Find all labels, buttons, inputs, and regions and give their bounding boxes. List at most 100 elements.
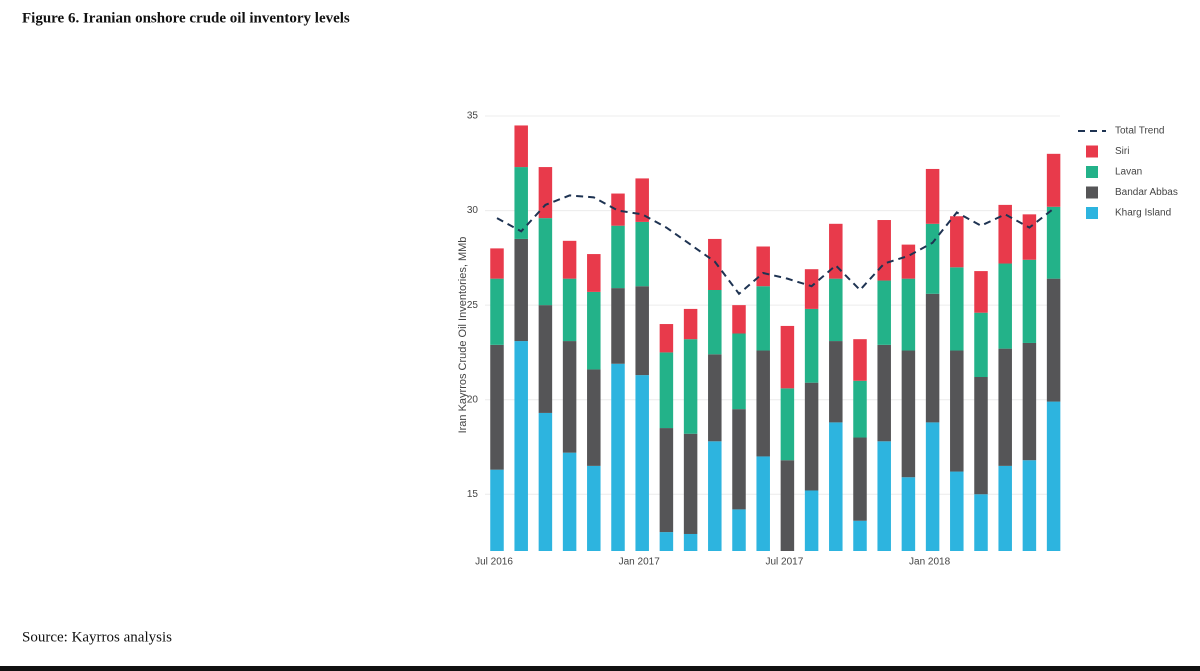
bar-segment <box>780 325 795 389</box>
bar-segment <box>974 377 988 495</box>
bar-segment <box>780 460 795 551</box>
bar-segment <box>732 509 746 551</box>
bar-segment <box>538 412 553 551</box>
bar-segment <box>925 168 940 224</box>
bar-segment <box>998 263 1012 349</box>
bar-segment <box>853 520 867 551</box>
bar-segment <box>732 333 746 410</box>
x-tick-label: Jan 2018 <box>909 557 951 568</box>
bar-segment <box>683 308 698 340</box>
bar-segment <box>538 218 553 306</box>
bar-segment <box>732 409 746 510</box>
bar-segment <box>780 388 795 461</box>
bar-segment <box>683 433 698 534</box>
bar-segment <box>708 354 722 442</box>
bar-segment <box>804 269 819 309</box>
y-tick-label: 30 <box>467 205 479 216</box>
bar-segment <box>708 441 722 551</box>
bar-segment <box>804 490 819 551</box>
bar-segment <box>950 216 964 268</box>
bar-segment <box>562 341 577 453</box>
legend-swatch <box>1086 166 1098 178</box>
bar-segment <box>804 308 819 383</box>
bar-segment <box>659 352 674 429</box>
bar-segment <box>683 533 698 551</box>
y-tick-label: 25 <box>467 300 479 311</box>
bar-segment <box>829 341 843 423</box>
bar-segment <box>1046 206 1061 279</box>
bar-segment <box>950 471 964 551</box>
bar-segment <box>877 220 891 281</box>
bar-segment <box>877 344 891 442</box>
bar-segment <box>853 380 867 438</box>
legend-swatch <box>1086 186 1098 199</box>
bar-segment <box>708 290 722 355</box>
bar-segment <box>587 291 601 370</box>
bottom-rule <box>0 666 1200 671</box>
bar-segment <box>1022 259 1037 343</box>
bar-segment <box>659 428 674 533</box>
bar-segment <box>587 465 601 551</box>
legend-label: Total Trend <box>1115 126 1164 137</box>
bar-segment <box>514 125 528 168</box>
bar-segment <box>829 278 843 342</box>
legend-label: Kharg Island <box>1115 208 1171 219</box>
bar-segment <box>974 312 988 377</box>
bar-segment <box>804 382 819 491</box>
bar-segment <box>514 167 528 239</box>
bar-segment <box>1046 278 1061 402</box>
bar-segment <box>611 225 625 289</box>
legend-label: Lavan <box>1115 167 1142 178</box>
bar-segment <box>514 238 528 342</box>
bar-segment <box>538 305 553 413</box>
bar-segment <box>829 422 843 551</box>
bar-segment <box>611 363 625 551</box>
chart-title: Figure 6. Iranian onshore crude oil inve… <box>22 10 350 26</box>
legend-swatch <box>1086 207 1098 219</box>
bar-segment <box>974 494 988 551</box>
legend-label: Siri <box>1115 146 1129 157</box>
bar-segment <box>756 286 770 351</box>
bar-segment <box>490 248 504 279</box>
bar-segment <box>756 246 770 287</box>
bar-segment <box>659 324 674 353</box>
bar-segment <box>829 223 843 279</box>
bar-segment <box>538 167 553 219</box>
x-tick-label: Jul 2016 <box>475 557 513 568</box>
bar-segment <box>611 288 625 364</box>
bar-segment <box>853 437 867 521</box>
y-tick-label: 35 <box>467 111 479 122</box>
bar-segment <box>659 532 674 551</box>
bar-segment <box>514 341 528 551</box>
bar-segment <box>925 422 940 551</box>
bar-segment <box>1046 153 1061 207</box>
bar-segment <box>587 254 601 292</box>
bar-segment <box>635 221 649 287</box>
x-tick-label: Jan 2017 <box>619 557 661 568</box>
bar-segment <box>587 369 601 466</box>
bar-segment <box>925 293 940 423</box>
bar-segment <box>901 350 916 478</box>
bar-segment <box>853 339 867 381</box>
legend-label: Bandar Abbas <box>1115 187 1178 198</box>
bar-segment <box>732 305 746 334</box>
bar-segment <box>490 469 504 551</box>
y-axis-label: Iran Kayrros Crude Oil Inventories, MMb <box>457 237 469 434</box>
bar-segment <box>611 193 625 226</box>
bar-segment <box>708 238 722 290</box>
y-tick-label: 20 <box>467 394 479 405</box>
bar-segment <box>1022 214 1037 260</box>
legend-swatch <box>1086 145 1098 158</box>
bar-segment <box>877 441 891 551</box>
bar-segment <box>925 223 940 294</box>
bar-segment <box>877 280 891 345</box>
bar-segment <box>635 178 649 222</box>
bar-segment <box>635 286 649 376</box>
bar-segment <box>950 267 964 351</box>
bar-segment <box>756 456 770 551</box>
bar-segment <box>998 348 1012 466</box>
y-tick-label: 15 <box>467 489 479 500</box>
bar-segment <box>490 278 504 345</box>
bar-segment <box>998 465 1012 551</box>
